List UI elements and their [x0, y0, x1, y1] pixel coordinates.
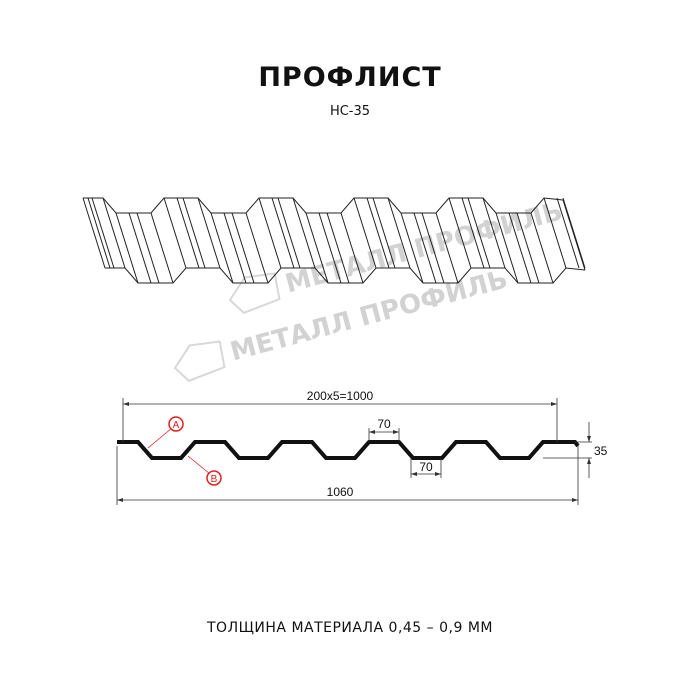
iso-fold-line [115, 212, 139, 284]
iso-fold-line [258, 197, 282, 269]
material-thickness-note: ТОЛЩИНА МАТЕРИАЛА 0,45 – 0,9 ММ [207, 620, 493, 636]
iso-fold-line [150, 212, 174, 284]
watermark-text: МЕТАЛЛ ПРОФИЛЬ [227, 265, 511, 368]
height-dimension: 35 [594, 444, 608, 458]
iso-rib-line [467, 197, 491, 269]
profile-cross-section [117, 440, 580, 460]
iso-fold-line [387, 197, 411, 269]
iso-bottom-edge [105, 267, 586, 284]
marker-a-label: A [173, 420, 180, 431]
iso-fold-line [400, 212, 424, 284]
iso-fold-line [102, 197, 126, 269]
pitch-dimension: 200x5=1000 [307, 389, 374, 403]
marker-b: B [187, 455, 222, 486]
iso-fold-line [292, 197, 316, 269]
watermark-logo-icon [228, 272, 281, 315]
iso-rib-line [326, 212, 350, 284]
iso-rib-line [176, 197, 200, 269]
iso-rib-line [91, 197, 115, 269]
iso-fold-line [448, 197, 472, 269]
bottom-width-dimension: 70 [419, 460, 433, 474]
iso-rib-line [182, 197, 206, 269]
iso-rib-line [556, 197, 580, 269]
iso-fold-line [245, 212, 269, 284]
dimension-arrows [117, 402, 591, 502]
iso-rib-line [413, 212, 437, 284]
iso-rib-line [461, 197, 485, 269]
sheet-isometric-view [82, 197, 586, 284]
page-title: ПРОФЛИСТ [258, 62, 442, 93]
watermark-text: МЕТАЛЛ ПРОФИЛЬ [282, 197, 566, 300]
iso-fold-line [210, 212, 234, 284]
iso-fold-line [562, 199, 586, 271]
iso-rib-line [421, 212, 445, 284]
iso-rib-line [136, 212, 160, 284]
iso-rib-line [128, 212, 152, 284]
iso-rib-line [277, 197, 301, 269]
iso-rib-line [231, 212, 255, 284]
model-subtitle: НС-35 [329, 104, 371, 119]
iso-fold-line [340, 212, 364, 284]
iso-rib-line [223, 212, 247, 284]
iso-fold-line [543, 197, 567, 269]
iso-rib-line [508, 212, 532, 284]
marker-b-label: B [211, 474, 218, 485]
watermark-logo-icon [173, 340, 226, 383]
top-width-dimension: 70 [377, 417, 391, 431]
iso-rib-line [271, 197, 295, 269]
iso-rib-line [318, 212, 342, 284]
iso-fold-line [163, 197, 187, 269]
iso-top-edge [83, 197, 564, 214]
iso-fold-line [482, 197, 506, 269]
iso-fold-line [530, 212, 554, 284]
iso-fold-line [495, 212, 519, 284]
iso-rib-line [516, 212, 540, 284]
iso-rib-line [562, 197, 586, 269]
iso-fold-line [435, 212, 459, 284]
iso-rib-line [87, 197, 111, 269]
total-width-dimension: 1060 [327, 485, 354, 499]
iso-rib-line [366, 197, 390, 269]
iso-rib-line [372, 197, 396, 269]
marker-a: A [147, 416, 184, 449]
iso-fold-line [197, 197, 221, 269]
iso-fold-line [305, 212, 329, 284]
iso-fold-line [353, 197, 377, 269]
iso-fold-line [82, 197, 106, 269]
dimension-lines [116, 398, 592, 505]
